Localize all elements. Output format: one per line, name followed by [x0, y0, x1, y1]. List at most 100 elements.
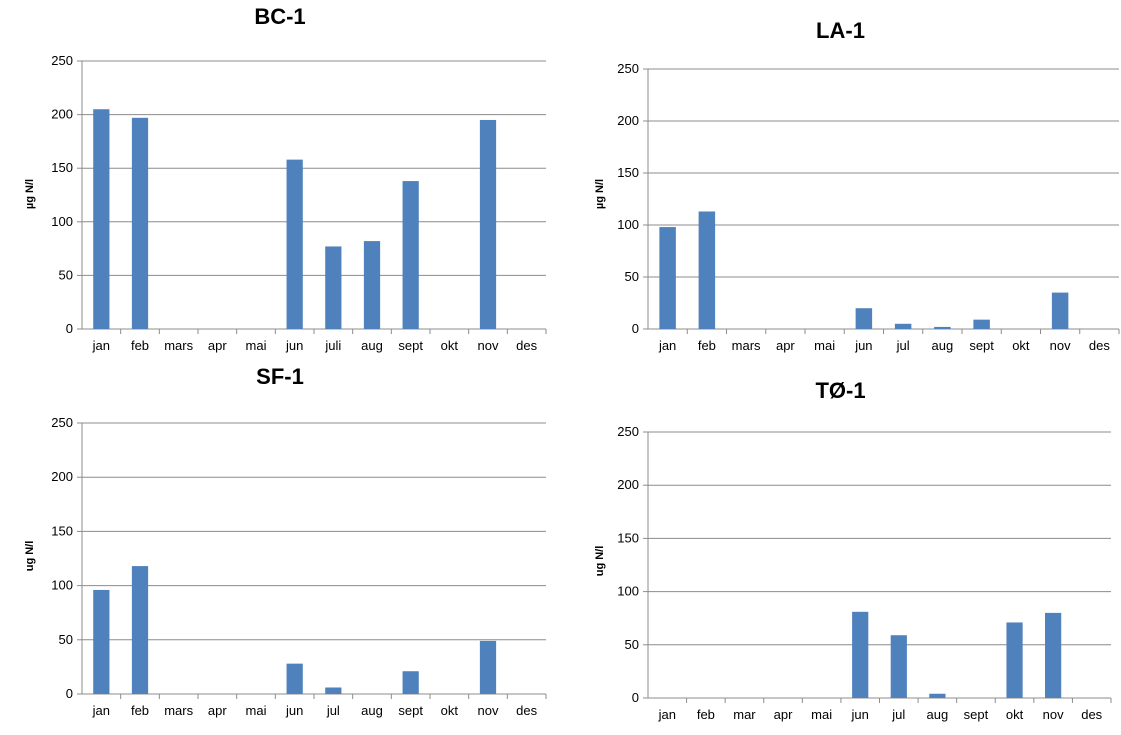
bar-nov — [479, 640, 497, 694]
bar-sept — [973, 319, 990, 329]
y-tick-label: 200 — [617, 113, 639, 128]
x-tick-label: des — [1081, 707, 1102, 722]
bar-aug — [934, 326, 951, 329]
x-tick-label: okt — [1006, 707, 1024, 722]
x-tick-label: jan — [658, 338, 676, 353]
bar-feb — [131, 566, 149, 694]
x-tick-label: nov — [478, 703, 499, 718]
y-tick-label: 50 — [59, 632, 73, 647]
chart-bc-1: BC-1 µg N/l 0 50 100 150 200 250 jan feb mars apr… — [0, 0, 560, 360]
x-tick-label: mai — [246, 338, 267, 353]
chart-title: SF-1 — [256, 364, 304, 389]
x-tick-label: mars — [164, 703, 193, 718]
x-tick-label: jan — [92, 703, 110, 718]
x-tick-label: mars — [732, 338, 761, 353]
bar-jul — [325, 687, 342, 694]
x-tick-label: feb — [131, 338, 149, 353]
y-tick-label: 0 — [632, 690, 639, 705]
x-tick-label: okt — [441, 338, 459, 353]
x-tick-label: apr — [776, 338, 795, 353]
chart-sf-1: SF-1 ug N/l 0 50 100 150 200 250 jan feb mars apr… — [0, 360, 560, 735]
bar-chart: 0 50 100 150 200 250 jan feb mars apr mai jun jul aug… — [617, 61, 1120, 353]
bar-juli — [325, 246, 342, 329]
x-tick-label: nov — [1050, 338, 1071, 353]
x-tick-label: okt — [1012, 338, 1030, 353]
x-tick-label: mar — [733, 707, 756, 722]
y-tick-label: 100 — [617, 217, 639, 232]
x-tick-label: aug — [361, 338, 383, 353]
bar-jul — [890, 635, 907, 698]
bar-nov — [1045, 612, 1062, 698]
x-tick-label: sept — [398, 338, 423, 353]
y-tick-label: 0 — [66, 321, 73, 336]
bar-okt — [1006, 622, 1023, 698]
x-tick-label: nov — [1043, 707, 1064, 722]
x-tick-label: feb — [697, 707, 715, 722]
x-tick-label: mai — [246, 703, 267, 718]
y-tick-label: 150 — [51, 523, 73, 538]
x-tick-label: nov — [478, 338, 499, 353]
y-tick-label: 0 — [632, 321, 639, 336]
x-tick-label: feb — [131, 703, 149, 718]
x-tick-label: sept — [964, 707, 989, 722]
x-tick-label: jul — [891, 707, 905, 722]
x-tick-label: okt — [441, 703, 459, 718]
x-tick-label: apr — [208, 338, 227, 353]
x-tick-label: jun — [854, 338, 872, 353]
x-tick-label: apr — [208, 703, 227, 718]
y-tick-label: 200 — [51, 469, 73, 484]
bar-feb — [131, 117, 149, 329]
bar-feb — [698, 211, 716, 329]
x-tick-label: des — [516, 703, 537, 718]
x-tick-label: jan — [658, 707, 676, 722]
y-tick-label: 50 — [59, 267, 73, 282]
x-tick-label: mars — [164, 338, 193, 353]
y-tick-label: 150 — [617, 165, 639, 180]
x-tick-label: juli — [324, 338, 341, 353]
x-tick-label: jun — [285, 338, 303, 353]
bar-nov — [1051, 292, 1069, 329]
y-tick-label: 100 — [51, 214, 73, 229]
chart-title: TØ-1 — [815, 378, 866, 403]
x-tick-label: jun — [285, 703, 303, 718]
x-tick-label: feb — [698, 338, 716, 353]
y-tick-label: 200 — [617, 477, 639, 492]
bar-jan — [659, 227, 676, 329]
x-tick-label: apr — [774, 707, 793, 722]
bar-aug — [929, 693, 946, 698]
bar-aug — [363, 241, 381, 329]
bar-jul — [894, 323, 912, 329]
x-tick-label: des — [516, 338, 537, 353]
y-tick-label: 50 — [625, 637, 639, 652]
bar-chart: 0 50 100 150 200 250 jan feb mars apr mai jun juli au… — [51, 53, 547, 353]
bar-sept — [402, 671, 419, 694]
bar-chart: 0 50 100 150 200 250 jan feb mar apr mai jun jul aug s… — [617, 424, 1112, 722]
y-tick-label: 150 — [51, 160, 73, 175]
y-tick-label: 100 — [617, 584, 639, 599]
bar-jun — [852, 611, 869, 698]
x-tick-label: jan — [92, 338, 110, 353]
bar-jan — [93, 589, 110, 694]
chart-title: BC-1 — [254, 4, 306, 29]
bar-jun — [286, 159, 303, 329]
y-tick-label: 250 — [617, 61, 639, 76]
y-tick-label: 150 — [617, 530, 639, 545]
bar-sept — [402, 181, 419, 329]
bar-jun — [855, 308, 873, 329]
x-tick-label: jul — [896, 338, 910, 353]
y-tick-label: 250 — [51, 53, 73, 68]
x-tick-label: sept — [398, 703, 423, 718]
chart-la-1: LA-1 µg N/l 0 50 100 150 200 250 jan feb mars apr… — [560, 0, 1121, 360]
x-tick-label: mai — [814, 338, 835, 353]
y-tick-label: 250 — [617, 424, 639, 439]
x-tick-label: jun — [851, 707, 869, 722]
y-tick-label: 200 — [51, 107, 73, 122]
x-tick-label: aug — [361, 703, 383, 718]
y-tick-label: 100 — [51, 578, 73, 593]
x-tick-label: aug — [927, 707, 949, 722]
y-tick-label: 50 — [625, 269, 639, 284]
bar-jun — [286, 663, 303, 694]
y-tick-label: 0 — [66, 686, 73, 701]
x-tick-label: aug — [932, 338, 954, 353]
